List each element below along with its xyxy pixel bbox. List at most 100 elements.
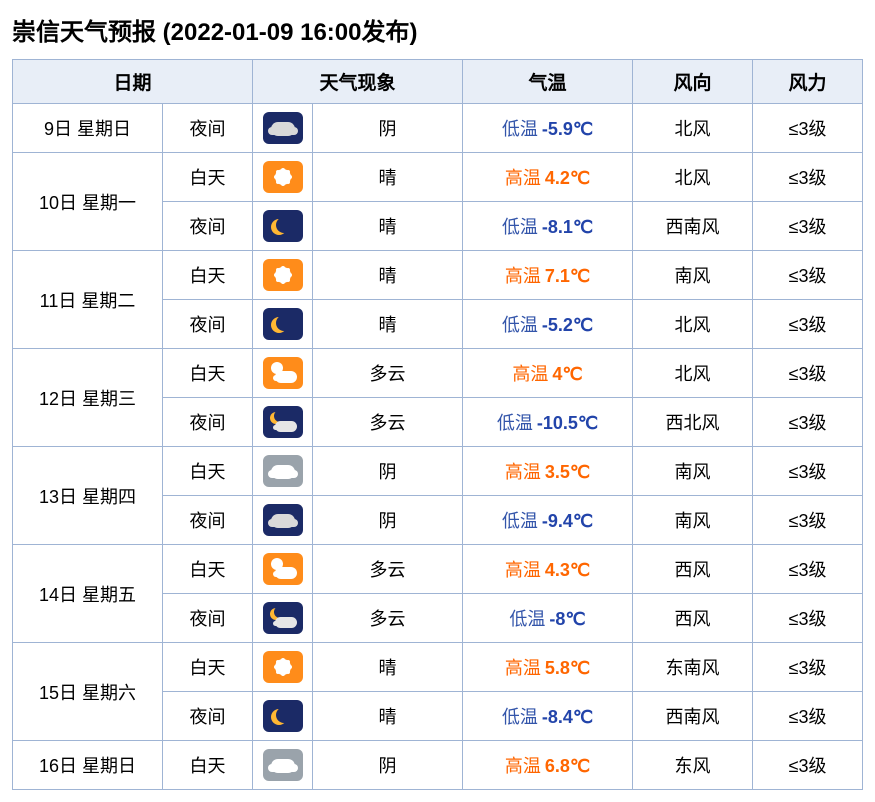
cell-period: 夜间 — [163, 496, 253, 545]
table-row: 9日 星期日夜间阴低温-5.9℃北风≤3级 — [13, 104, 863, 153]
cell-wind-dir: 西南风 — [633, 692, 753, 741]
cell-wind-dir: 北风 — [633, 349, 753, 398]
cell-wind-power: ≤3级 — [753, 251, 863, 300]
temp-kind-label: 高温 — [505, 266, 541, 286]
cell-weather-icon — [253, 594, 313, 643]
cell-temperature: 高温4℃ — [463, 349, 633, 398]
cell-period: 夜间 — [163, 300, 253, 349]
temp-kind-label: 低温 — [502, 119, 538, 139]
cell-temperature: 低温-5.9℃ — [463, 104, 633, 153]
cell-temperature: 低温-8℃ — [463, 594, 633, 643]
cell-period: 夜间 — [163, 104, 253, 153]
temp-value: -5.2℃ — [542, 315, 593, 335]
cell-temperature: 低温-8.1℃ — [463, 202, 633, 251]
cell-temperature: 高温7.1℃ — [463, 251, 633, 300]
temp-value: -8℃ — [549, 609, 585, 629]
cell-weather-icon — [253, 202, 313, 251]
table-row: 15日 星期六白天晴高温5.8℃东南风≤3级 — [13, 643, 863, 692]
table-row: 12日 星期三白天多云高温4℃北风≤3级 — [13, 349, 863, 398]
cell-date: 12日 星期三 — [13, 349, 163, 447]
table-row: 10日 星期一白天晴高温4.2℃北风≤3级 — [13, 153, 863, 202]
cell-weather-icon — [253, 692, 313, 741]
cell-weather-icon — [253, 398, 313, 447]
cell-period: 白天 — [163, 349, 253, 398]
cell-wind-power: ≤3级 — [753, 349, 863, 398]
cell-weather-desc: 晴 — [313, 202, 463, 251]
header-date: 日期 — [13, 60, 253, 104]
cell-period: 夜间 — [163, 692, 253, 741]
temp-value: -8.4℃ — [542, 707, 593, 727]
cell-weather-icon — [253, 496, 313, 545]
temp-value: 4.2℃ — [545, 168, 590, 188]
temp-value: 6.8℃ — [545, 756, 590, 776]
cell-weather-desc: 晴 — [313, 153, 463, 202]
cell-period: 白天 — [163, 153, 253, 202]
cell-date: 15日 星期六 — [13, 643, 163, 741]
cell-wind-power: ≤3级 — [753, 545, 863, 594]
cell-wind-power: ≤3级 — [753, 594, 863, 643]
temp-value: 7.1℃ — [545, 266, 590, 286]
cell-weather-desc: 多云 — [313, 398, 463, 447]
cell-weather-desc: 阴 — [313, 741, 463, 790]
cell-period: 白天 — [163, 545, 253, 594]
cell-wind-dir: 西风 — [633, 594, 753, 643]
cell-weather-desc: 阴 — [313, 104, 463, 153]
table-row: 14日 星期五白天多云高温4.3℃西风≤3级 — [13, 545, 863, 594]
temp-kind-label: 低温 — [509, 609, 545, 629]
cell-weather-desc: 晴 — [313, 692, 463, 741]
temp-kind-label: 高温 — [505, 462, 541, 482]
cell-weather-desc: 晴 — [313, 300, 463, 349]
cell-temperature: 高温3.5℃ — [463, 447, 633, 496]
cell-date: 10日 星期一 — [13, 153, 163, 251]
cell-date: 13日 星期四 — [13, 447, 163, 545]
temp-kind-label: 高温 — [505, 560, 541, 580]
cell-period: 白天 — [163, 251, 253, 300]
table-row: 13日 星期四白天阴高温3.5℃南风≤3级 — [13, 447, 863, 496]
sunny-day-icon — [263, 651, 303, 683]
temp-kind-label: 高温 — [505, 168, 541, 188]
cell-wind-power: ≤3级 — [753, 496, 863, 545]
cell-wind-dir: 北风 — [633, 153, 753, 202]
cell-weather-desc: 多云 — [313, 545, 463, 594]
temp-kind-label: 低温 — [502, 217, 538, 237]
cell-period: 白天 — [163, 741, 253, 790]
cell-wind-power: ≤3级 — [753, 153, 863, 202]
cell-date: 11日 星期二 — [13, 251, 163, 349]
cell-weather-icon — [253, 104, 313, 153]
overcast-gray-icon — [263, 455, 303, 487]
temp-value: -5.9℃ — [542, 119, 593, 139]
cell-wind-power: ≤3级 — [753, 643, 863, 692]
clear-night-icon — [263, 308, 303, 340]
cell-wind-power: ≤3级 — [753, 300, 863, 349]
cell-wind-dir: 东南风 — [633, 643, 753, 692]
temp-kind-label: 高温 — [505, 658, 541, 678]
cell-weather-desc: 阴 — [313, 447, 463, 496]
cell-date: 14日 星期五 — [13, 545, 163, 643]
cell-temperature: 低温-10.5℃ — [463, 398, 633, 447]
cell-period: 夜间 — [163, 398, 253, 447]
cell-period: 夜间 — [163, 594, 253, 643]
cell-wind-dir: 西南风 — [633, 202, 753, 251]
cell-wind-power: ≤3级 — [753, 202, 863, 251]
partly-day-icon — [263, 357, 303, 389]
cell-weather-icon — [253, 251, 313, 300]
temp-value: 3.5℃ — [545, 462, 590, 482]
temp-value: 5.8℃ — [545, 658, 590, 678]
cell-period: 白天 — [163, 447, 253, 496]
cell-wind-dir: 西北风 — [633, 398, 753, 447]
cell-temperature: 高温4.2℃ — [463, 153, 633, 202]
cell-weather-icon — [253, 545, 313, 594]
temp-value: -10.5℃ — [537, 413, 598, 433]
table-row: 11日 星期二白天晴高温7.1℃南风≤3级 — [13, 251, 863, 300]
cell-weather-icon — [253, 741, 313, 790]
cell-wind-dir: 北风 — [633, 104, 753, 153]
cell-wind-dir: 西风 — [633, 545, 753, 594]
header-phenomenon: 天气现象 — [253, 60, 463, 104]
cell-wind-dir: 北风 — [633, 300, 753, 349]
table-row: 16日 星期日白天阴高温6.8℃东风≤3级 — [13, 741, 863, 790]
cell-temperature: 低温-5.2℃ — [463, 300, 633, 349]
cell-weather-icon — [253, 349, 313, 398]
cell-wind-dir: 东风 — [633, 741, 753, 790]
cell-weather-desc: 晴 — [313, 643, 463, 692]
overcast-night-icon — [263, 504, 303, 536]
